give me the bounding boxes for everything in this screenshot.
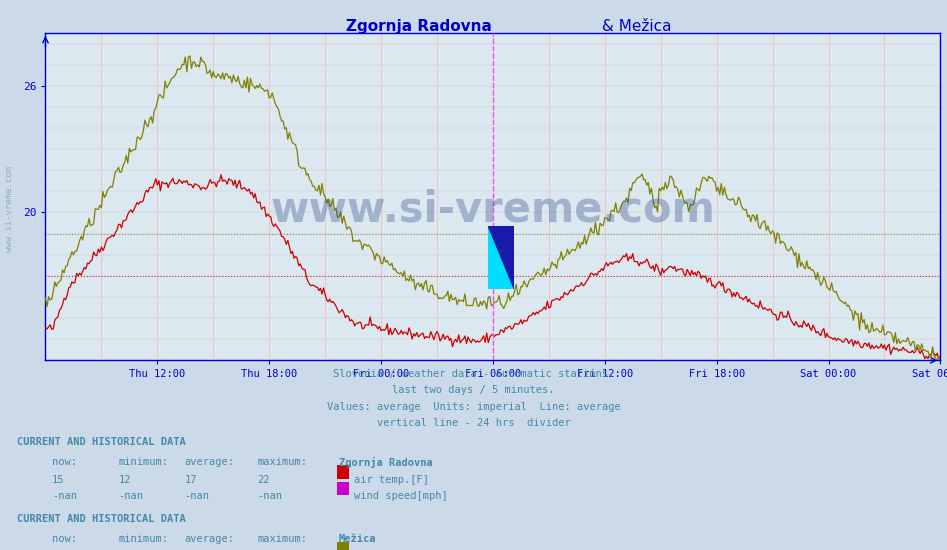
- Text: now:: now:: [52, 457, 77, 467]
- Text: average:: average:: [185, 534, 235, 544]
- Text: minimum:: minimum:: [118, 534, 169, 544]
- Text: -nan: -nan: [258, 491, 282, 501]
- Text: CURRENT AND HISTORICAL DATA: CURRENT AND HISTORICAL DATA: [17, 437, 186, 447]
- Polygon shape: [488, 226, 514, 289]
- Text: vertical line - 24 hrs  divider: vertical line - 24 hrs divider: [377, 418, 570, 428]
- Text: last two days / 5 minutes.: last two days / 5 minutes.: [392, 385, 555, 395]
- Text: average:: average:: [185, 457, 235, 467]
- Text: www.si-vreme.com: www.si-vreme.com: [271, 189, 715, 230]
- Text: 12: 12: [118, 475, 131, 485]
- Text: wind speed[mph]: wind speed[mph]: [354, 491, 448, 501]
- Text: maximum:: maximum:: [258, 457, 308, 467]
- Polygon shape: [488, 226, 514, 289]
- Text: Zgornja Radovna: Zgornja Radovna: [339, 457, 433, 468]
- Text: -nan: -nan: [52, 491, 77, 501]
- Text: & Mežica: & Mežica: [597, 19, 671, 34]
- Text: CURRENT AND HISTORICAL DATA: CURRENT AND HISTORICAL DATA: [17, 514, 186, 524]
- Text: -nan: -nan: [185, 491, 209, 501]
- Text: Mežica: Mežica: [339, 534, 377, 544]
- Text: maximum:: maximum:: [258, 534, 308, 544]
- Text: Values: average  Units: imperial  Line: average: Values: average Units: imperial Line: av…: [327, 402, 620, 411]
- Text: 22: 22: [258, 475, 270, 485]
- Text: -nan: -nan: [118, 491, 143, 501]
- Text: now:: now:: [52, 534, 77, 544]
- Text: 15: 15: [52, 475, 64, 485]
- Text: minimum:: minimum:: [118, 457, 169, 467]
- Text: air temp.[F]: air temp.[F]: [354, 475, 429, 485]
- Text: Zgornja Radovna: Zgornja Radovna: [346, 19, 491, 34]
- Text: Slovenia / weather data - automatic stations.: Slovenia / weather data - automatic stat…: [333, 368, 614, 378]
- Text: www.si-vreme.com: www.si-vreme.com: [5, 166, 14, 252]
- Text: 17: 17: [185, 475, 197, 485]
